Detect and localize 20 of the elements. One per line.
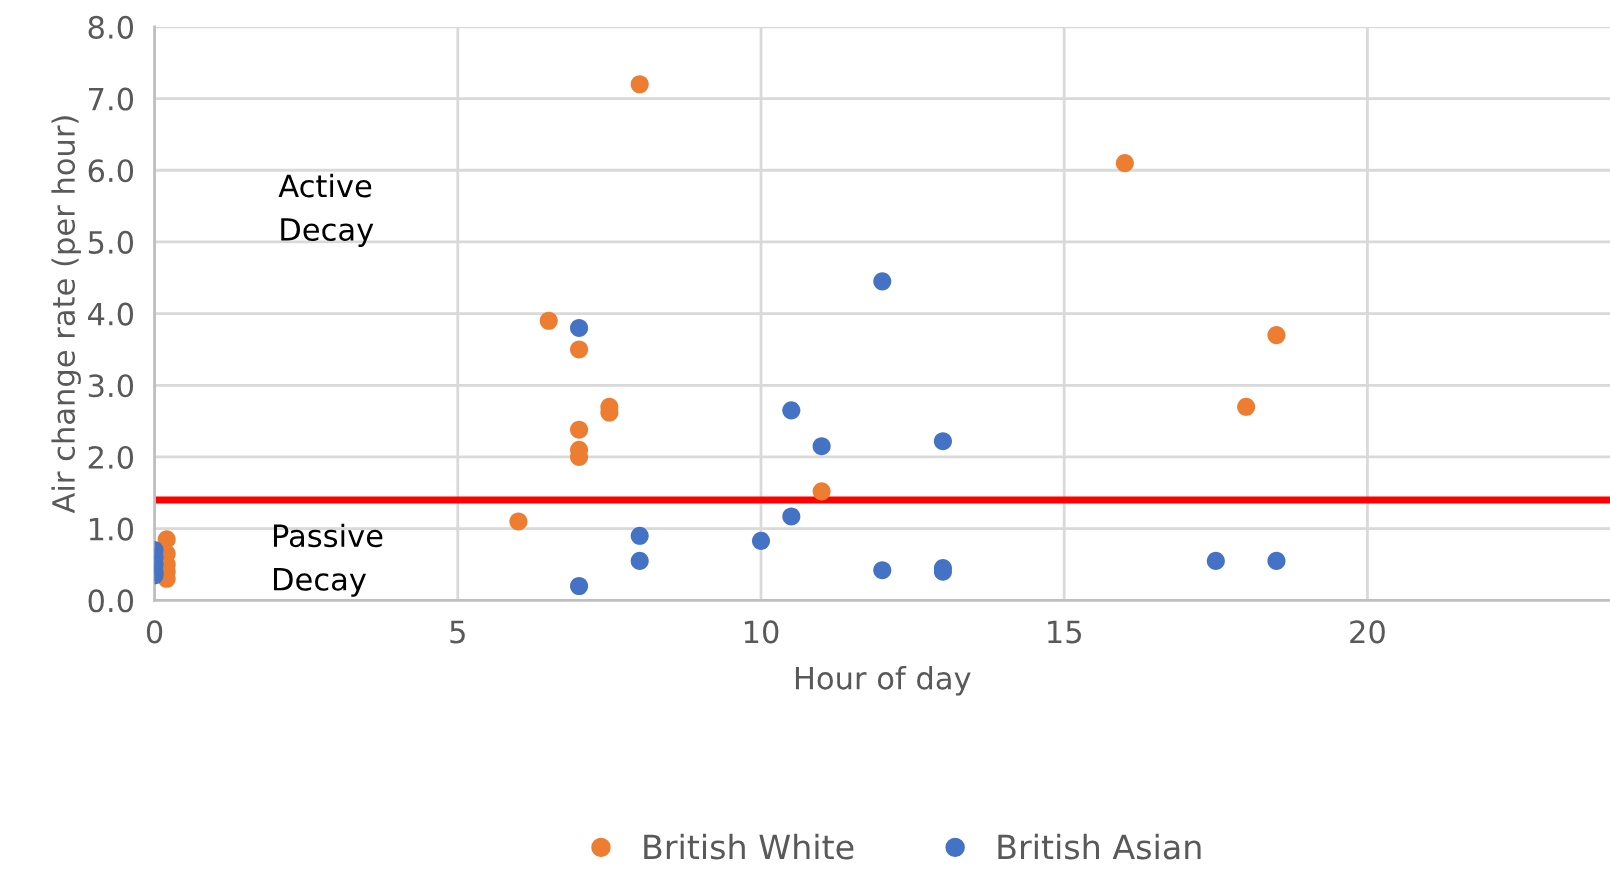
y-tick-label: 7.0 [89,87,134,111]
annotation: Active Decay [278,173,374,247]
y-tick-label: 3.0 [88,374,134,398]
x-axis-title: Hour of day [795,666,971,696]
legend-label: British White [644,833,854,860]
x-tick-label: 15 [1048,620,1081,644]
x-tick-label: 10 [744,620,779,644]
annotation: Passive Decay [273,523,383,597]
y-tick-label: 2.0 [88,445,134,469]
y-axis-title: Air change rate (per hour) [51,116,81,514]
y-tick-label: 6.0 [88,159,134,183]
x-tick-label: 5 [450,620,465,644]
y-tick-label: 4.0 [88,302,134,326]
x-tick-label: 0 [146,620,163,644]
legend-label: British Asian [998,833,1201,860]
y-tick-label: 0.0 [88,589,134,613]
x-tick-label: 20 [1350,620,1385,644]
y-tick-label: 8.0 [88,15,134,39]
y-tick-label: 1.0 [89,517,134,541]
y-tick-label: 5.0 [88,230,134,254]
